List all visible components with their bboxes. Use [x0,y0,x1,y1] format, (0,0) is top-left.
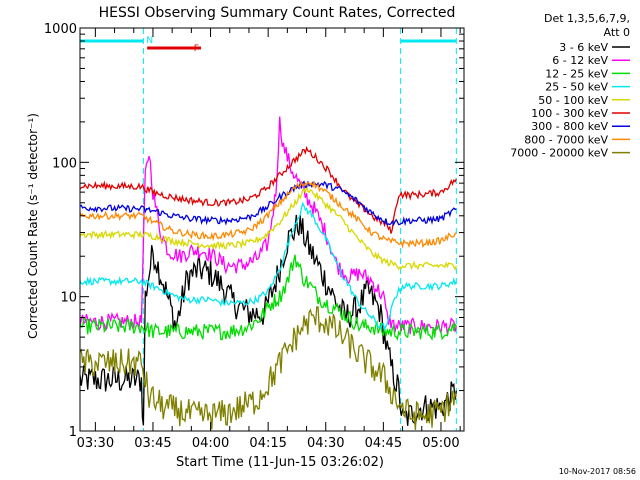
series-line [80,145,457,234]
y-tick-label: 1000 [44,22,77,37]
legend-label: 100 - 300 keV [531,107,608,120]
legend-label: 6 - 12 keV [552,54,608,67]
series-line [80,254,457,341]
y-tick-label: 100 [52,156,77,171]
series-line [80,116,457,335]
legend-label: 3 - 6 keV [559,41,608,54]
x-tick-label: 04:30 [307,436,344,451]
flag-label: F [194,44,199,54]
flag-label: N [146,36,153,46]
series-line [80,214,457,426]
x-axis: 03:30 03:45 04:00 04:15 04:30 04:45 05:00 [77,28,461,451]
y-axis: 1 10 100 1000 [44,22,464,440]
legend-header-line: Att 0 [604,26,630,39]
series-line [80,185,457,271]
legend-label: 50 - 100 keV [538,94,608,107]
legend-label: 800 - 7000 keV [524,133,608,146]
legend-label: 7000 - 20000 keV [510,147,608,160]
series-line [80,180,457,227]
x-tick-label: 04:45 [365,436,402,451]
series-line [80,305,457,431]
x-tick-label: 03:30 [77,436,114,451]
plot-frame [79,27,465,432]
x-tick-label: 03:45 [134,436,171,451]
y-axis-label: Corrected Count Rate (s⁻¹ detector⁻¹) [26,113,40,339]
x-tick-label: 05:00 [422,436,459,451]
legend-label: 12 - 25 keV [545,67,608,80]
flag-layer: NF [80,36,457,54]
legend-label: 300 - 800 keV [531,120,608,133]
series-line [80,180,457,249]
series-layer [80,116,457,431]
y-tick-label: 10 [60,291,77,306]
y-tick-label: 1 [69,425,77,440]
timestamp-footer: 10-Nov-2017 08:56 [559,467,636,476]
series-line [80,201,457,332]
x-axis-label: Start Time (11-Jun-15 03:26:02) [176,455,384,470]
chart-title: HESSI Observing Summary Count Rates, Cor… [99,5,456,21]
x-tick-label: 04:00 [192,436,229,451]
legend-label: 25 - 50 keV [545,81,608,94]
x-tick-label: 04:15 [249,436,286,451]
legend-header-line: Det 1,3,5,6,7,9, [544,12,630,25]
